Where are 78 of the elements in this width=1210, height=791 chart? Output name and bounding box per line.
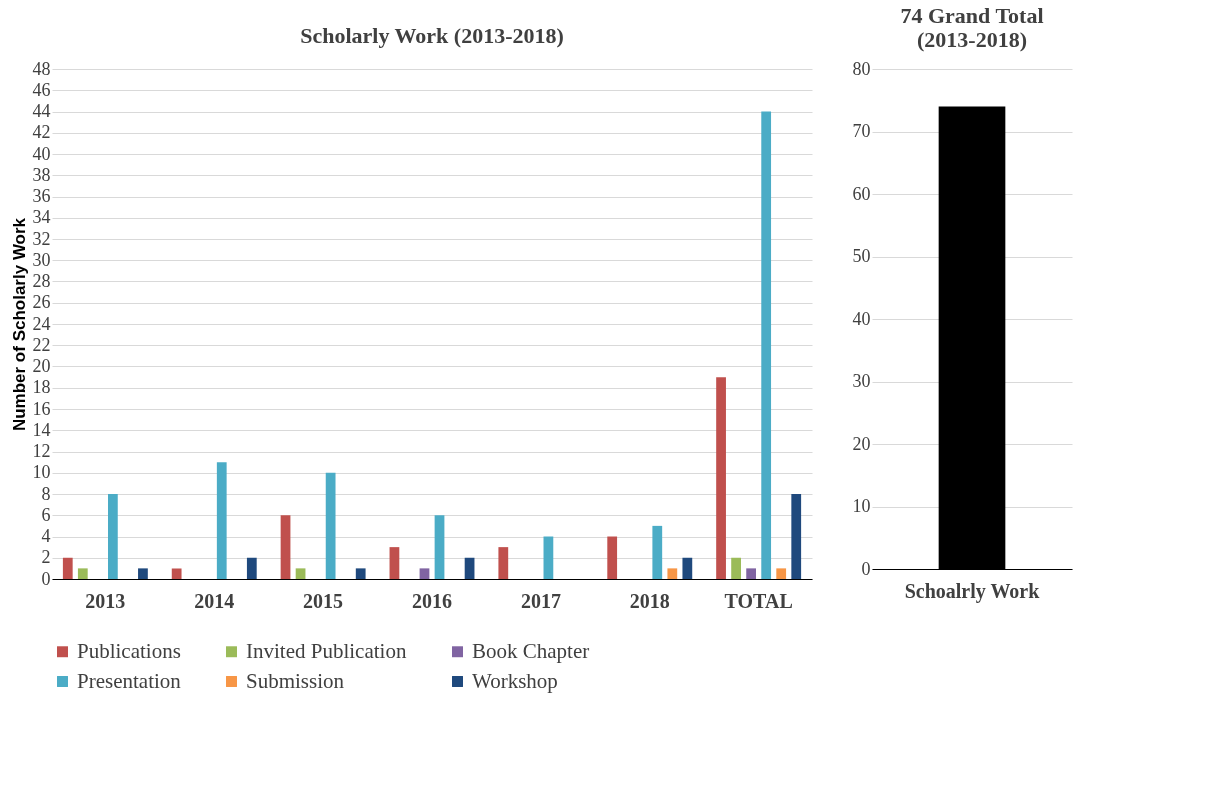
- legend-label: Publications: [77, 638, 181, 663]
- y-tick-label: 26: [32, 292, 51, 313]
- bar: [280, 515, 291, 579]
- y-tick-label: 16: [32, 398, 51, 419]
- bar: [62, 557, 73, 579]
- bar: [419, 568, 430, 579]
- bar: [355, 568, 366, 579]
- legend-label: Presentation: [77, 668, 182, 693]
- y-tick-label: 0: [861, 558, 871, 579]
- bar: [138, 568, 148, 579]
- bar: [216, 462, 227, 579]
- y-tick-label: 22: [32, 334, 51, 355]
- y-tick-label: 30: [32, 249, 51, 270]
- x-tick-label: Schoalrly Work: [904, 579, 1041, 603]
- y-tick-label: 0: [41, 568, 51, 589]
- bar: [543, 536, 554, 579]
- y-tick-label: 10: [32, 462, 51, 483]
- bar: [389, 547, 400, 579]
- y-tick-label: 36: [32, 186, 51, 206]
- x-tick-label: 2014: [194, 589, 235, 612]
- bar: [731, 557, 741, 579]
- bar: [464, 557, 475, 579]
- y-tick-label: 48: [32, 58, 51, 79]
- bar: [434, 515, 445, 579]
- y-tick-label: 6: [41, 504, 51, 525]
- bar: [761, 111, 772, 579]
- legend-label: Book Chapter: [472, 638, 590, 663]
- y-tick-label: 24: [32, 313, 51, 334]
- y-tick-label: 38: [32, 164, 51, 185]
- bar: [295, 568, 306, 579]
- legend-label: Workshop: [472, 668, 558, 693]
- y-tick-label: 40: [852, 308, 871, 329]
- x-tick-label: 2018: [629, 589, 670, 612]
- y-tick-label: 28: [32, 271, 51, 291]
- y-tick-label: 2: [41, 547, 51, 568]
- y-tick-label: 20: [852, 433, 871, 454]
- y-tick-label: 4: [41, 526, 51, 546]
- x-tick-label: TOTAL: [724, 589, 793, 612]
- bar: [171, 568, 182, 579]
- y-tick-label: 30: [852, 371, 871, 391]
- y-tick-label: 34: [32, 207, 51, 228]
- y-tick-label: 70: [852, 121, 871, 141]
- y-tick-label: 80: [852, 58, 871, 79]
- y-tick-label: 40: [32, 143, 51, 164]
- y-tick-label: 46: [32, 79, 51, 100]
- y-tick-label: 44: [32, 101, 51, 121]
- y-tick-label: 10: [852, 496, 871, 516]
- x-tick-label: 2017: [520, 589, 561, 612]
- bar: [682, 557, 693, 579]
- y-axis-title: Number of Scholarly Work: [9, 217, 29, 432]
- bar: [246, 557, 257, 579]
- legend-label: Submission: [246, 668, 345, 693]
- y-tick-label: 50: [852, 246, 871, 266]
- y-tick-label: 20: [32, 356, 51, 376]
- legend-label: Invited Publication: [246, 638, 407, 663]
- chart-title: 74 Grand Total (2013-2018): [900, 3, 1044, 52]
- x-tick-label: 2013: [85, 589, 126, 612]
- y-tick-label: 8: [41, 483, 51, 504]
- bar: [498, 547, 509, 579]
- y-tick-label: 14: [32, 419, 51, 440]
- bar: [667, 568, 678, 579]
- chart-title: Scholarly Work (2013-2018): [300, 23, 564, 48]
- bar: [325, 472, 336, 579]
- y-tick-label: 18: [32, 377, 51, 398]
- y-tick-label: 42: [32, 122, 51, 143]
- bar: [716, 377, 726, 579]
- x-tick-label: 2015: [303, 589, 344, 612]
- bar: [107, 494, 118, 579]
- y-tick-label: 12: [32, 441, 51, 461]
- bar: [607, 536, 618, 579]
- bar: [77, 568, 88, 579]
- y-tick-label: 60: [852, 183, 871, 204]
- y-tick-label: 32: [32, 228, 51, 249]
- bar: [776, 568, 787, 579]
- bar: [746, 568, 757, 579]
- x-tick-label: 2016: [412, 589, 452, 612]
- bar: [791, 494, 802, 579]
- bar: [652, 525, 663, 579]
